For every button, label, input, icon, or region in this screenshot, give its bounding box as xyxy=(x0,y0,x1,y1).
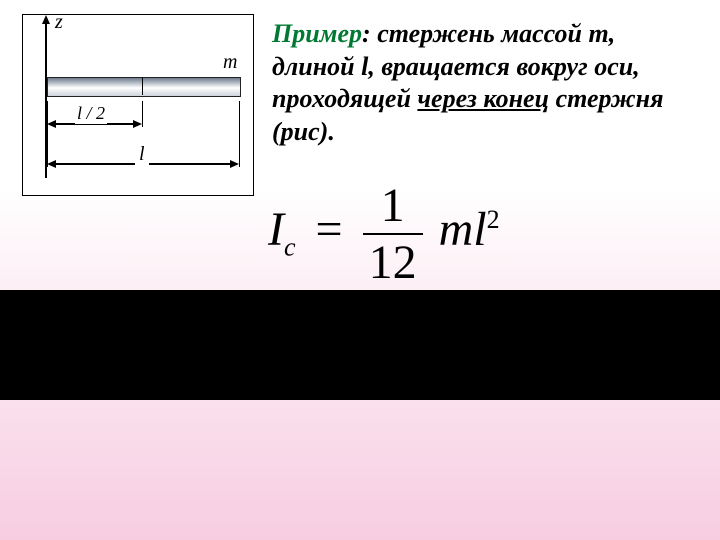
formula-num: 1 xyxy=(363,178,423,235)
desc-text-3-ul: через конец xyxy=(417,84,549,113)
m-label: m xyxy=(223,51,237,74)
z-label: z xyxy=(55,11,63,34)
formula: Ic = 1 12 ml2 xyxy=(268,178,500,290)
formula-sup: 2 xyxy=(487,205,500,234)
desc-text-1: : стержень массой m, xyxy=(362,19,615,48)
black-band xyxy=(0,290,720,400)
formula-ml: ml xyxy=(435,203,487,256)
rod xyxy=(47,77,241,97)
l2-arrow-right xyxy=(133,120,142,128)
formula-den: 12 xyxy=(363,235,423,290)
desc-line-4: (рис). xyxy=(272,116,712,149)
l-label: l xyxy=(135,143,149,166)
desc-line-2: длиной l, вращается вокруг оси, xyxy=(272,51,712,84)
slide: z m l / 2 l Пример: стержень массой m, д… xyxy=(0,0,720,540)
desc-line-1: Пример: стержень массой m, xyxy=(272,18,712,51)
z-axis-arrow xyxy=(42,15,50,24)
l-arrow-right xyxy=(230,160,239,168)
l-arrow-left xyxy=(47,160,56,168)
description: Пример: стержень массой m, длиной l, вра… xyxy=(272,18,712,148)
desc-text-3a: проходящей xyxy=(272,84,417,113)
l-tick-right xyxy=(239,101,240,167)
diagram-box: z m l / 2 l xyxy=(22,14,254,196)
rod-center-tick xyxy=(142,77,143,95)
desc-line-3: проходящей через конец стержня xyxy=(272,83,712,116)
formula-eq: = xyxy=(308,203,351,256)
desc-prefix: Пример xyxy=(272,19,362,48)
desc-text-3b: стержня xyxy=(549,84,663,113)
l-half-label: l / 2 xyxy=(75,103,107,124)
formula-frac: 1 12 xyxy=(363,178,423,290)
formula-I: I xyxy=(268,203,284,256)
formula-sub: c xyxy=(284,233,296,262)
l2-arrow-left xyxy=(47,120,56,128)
l2-tick-right xyxy=(142,101,143,127)
